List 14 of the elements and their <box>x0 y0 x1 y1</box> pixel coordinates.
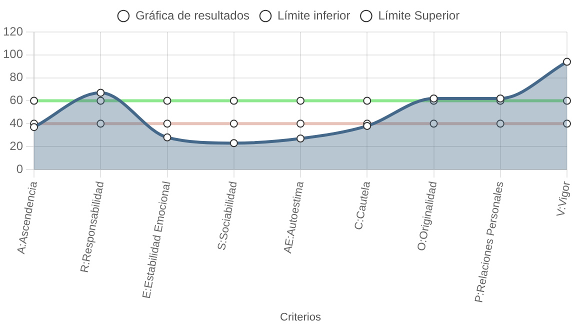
x-tick-label: P:Relaciones Personales <box>473 180 506 304</box>
y-tick-label: 0 <box>16 162 24 176</box>
y-tick-label: 20 <box>10 138 24 153</box>
legend-label: Límite Superior <box>378 8 460 22</box>
x-tick-label: C:Cautela <box>352 180 374 231</box>
y-tick-label: 120 <box>2 24 24 38</box>
y-tick-label: 100 <box>2 47 24 62</box>
y-tick-label: 40 <box>10 116 24 130</box>
legend-label: Límite inferior <box>278 8 350 22</box>
y-tick-label: 80 <box>10 70 24 84</box>
legend-label: Gráfica de resultados <box>135 8 250 22</box>
y-tick-label: 60 <box>10 93 24 108</box>
x-tick-label: V:Vigor <box>554 180 573 218</box>
x-axis-title: Criterios <box>280 311 322 324</box>
